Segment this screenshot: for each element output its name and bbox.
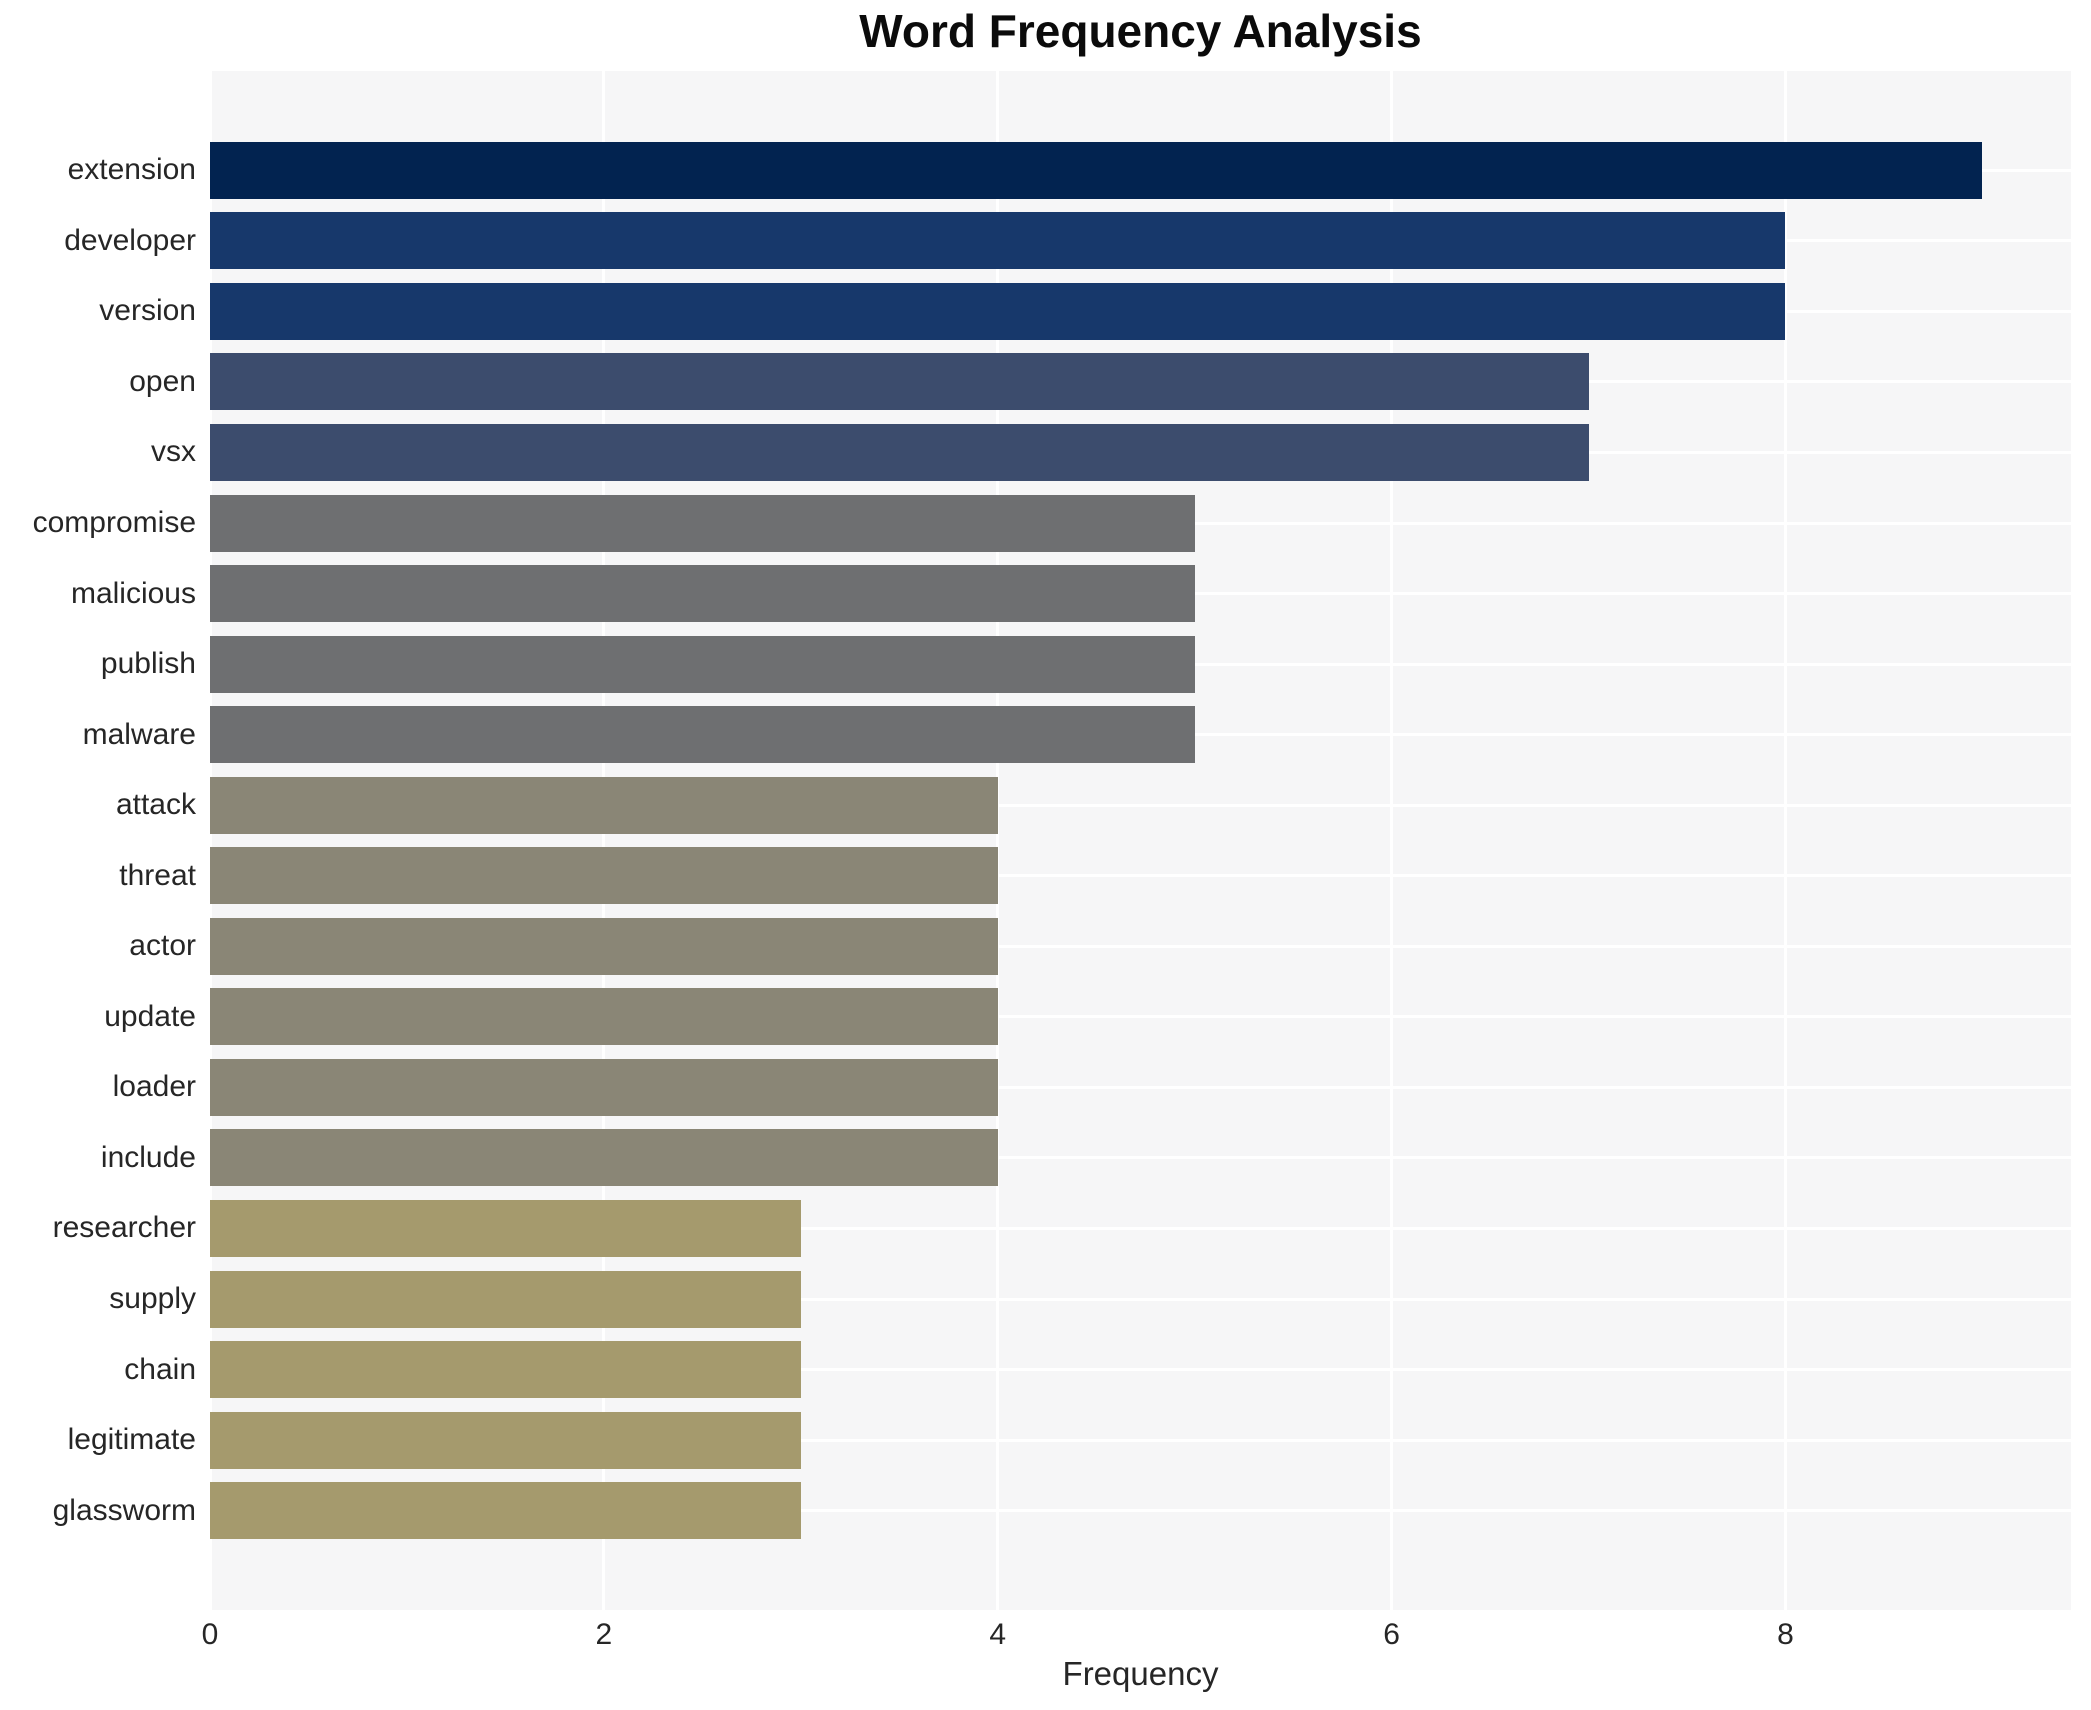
chart-title: Word Frequency Analysis (859, 5, 1422, 57)
category-label: include (100, 1140, 196, 1174)
gridline-horizontal (210, 1156, 2071, 1160)
gridline-horizontal (210, 1226, 2071, 1230)
category-label: supply (109, 1282, 196, 1316)
bar (210, 423, 1589, 481)
bar-row: update (104, 982, 2071, 1053)
bar (210, 988, 998, 1046)
category-label: attack (115, 788, 196, 822)
bar-row: malware (83, 699, 2071, 770)
bar-row: loader (113, 1052, 2071, 1123)
bar (210, 1058, 998, 1116)
bar (210, 706, 1195, 764)
gridline-vertical (1390, 71, 1394, 1610)
gridline-horizontal (210, 1015, 2071, 1019)
bar (210, 212, 1786, 270)
x-tick-label: 4 (989, 1618, 1007, 1651)
x-axis-label: Frequency (1062, 1655, 1219, 1692)
bar-row: threat (119, 840, 2071, 911)
gridline-vertical (208, 71, 212, 1610)
bar-row: open (129, 347, 2071, 418)
bar (210, 917, 998, 975)
gridline-horizontal (210, 1368, 2071, 1372)
bar (210, 282, 1786, 340)
x-tick-label: 6 (1383, 1618, 1400, 1651)
bar-row: version (99, 276, 2071, 347)
category-label: developer (64, 223, 196, 257)
bar-row: publish (101, 629, 2071, 700)
category-label: malicious (70, 576, 196, 610)
bar-row: researcher (53, 1193, 2071, 1264)
bar (210, 635, 1195, 693)
category-label: malware (82, 717, 196, 751)
bar (210, 1482, 801, 1540)
category-label: legitimate (67, 1423, 196, 1457)
bar-row: attack (116, 770, 2071, 841)
bar-row: developer (64, 206, 2071, 277)
bar (210, 1341, 801, 1399)
x-tick-label: 0 (201, 1618, 219, 1651)
gridline-horizontal (210, 1509, 2071, 1513)
bar-row: compromise (33, 488, 2071, 559)
bar (210, 1270, 801, 1328)
bar-row: extension (68, 135, 2071, 206)
bar (210, 776, 998, 834)
gridline-horizontal (210, 1085, 2071, 1089)
category-label: threat (119, 858, 196, 892)
category-label: publish (100, 647, 196, 681)
bar-row: actor (129, 911, 2071, 982)
bar (210, 1199, 801, 1257)
gridline-vertical (996, 71, 1000, 1610)
plot-area: extension developer version open vsx compromi… (33, 71, 2071, 1610)
category-label: extension (67, 153, 196, 187)
category-label: compromise (32, 506, 196, 539)
category-label: update (104, 999, 196, 1033)
gridline-vertical (1783, 71, 1787, 1610)
gridline-horizontal (210, 1438, 2071, 1442)
gridline-horizontal (210, 803, 2071, 807)
category-label: researcher (52, 1211, 196, 1245)
gridline-horizontal (210, 1297, 2071, 1301)
category-label: vsx (151, 435, 196, 469)
x-tick-label: 2 (595, 1618, 613, 1651)
bar (210, 565, 1195, 623)
bar-row: chain (124, 1334, 2071, 1405)
bar-rows: extension developer version open vsx compromi… (33, 71, 2071, 1610)
gridline-horizontal (210, 944, 2071, 948)
bar (210, 494, 1195, 552)
bar-row: legitimate (68, 1405, 2071, 1476)
bar (210, 1129, 998, 1187)
category-label: loader (112, 1070, 196, 1104)
category-label: open (129, 364, 196, 398)
bar (210, 847, 998, 905)
bar (210, 141, 1983, 199)
category-label: version (99, 294, 196, 328)
bar-row: malicious (71, 558, 2071, 629)
bar-row: glassworm (53, 1475, 2071, 1546)
x-tick-label: 8 (1777, 1618, 1794, 1651)
category-label: chain (124, 1352, 196, 1386)
gridline-horizontal (210, 874, 2071, 878)
bar-row: vsx (151, 417, 2071, 488)
bar (210, 1411, 801, 1469)
bar (210, 353, 1589, 411)
bar-row: supply (109, 1264, 2071, 1335)
gridline-vertical (602, 71, 606, 1610)
category-label: glassworm (52, 1493, 196, 1527)
bar-row: include (101, 1123, 2071, 1194)
category-label: actor (129, 929, 196, 963)
